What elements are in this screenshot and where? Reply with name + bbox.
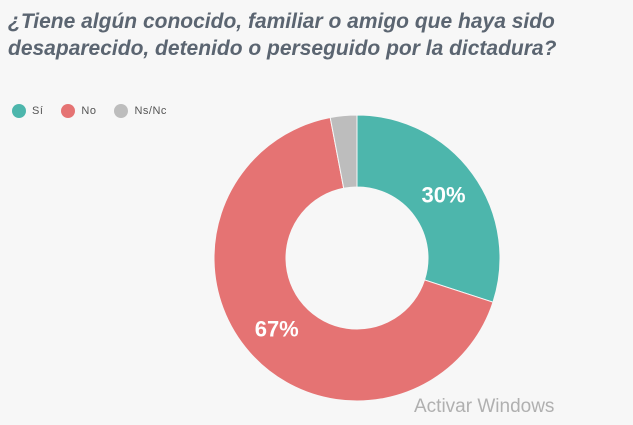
legend-swatch-ns-nc	[114, 104, 129, 118]
chart-legend: Sí No Ns/Nc	[12, 104, 167, 118]
data-label-si: 30%	[422, 183, 466, 208]
legend-swatch-si	[12, 104, 26, 118]
legend-label-si: Sí	[32, 105, 44, 117]
chart-title: ¿Tiene algún conocido, familiar o amigo …	[8, 10, 557, 60]
donut-slice-si[interactable]	[356, 114, 501, 303]
data-label-no: 67%	[255, 316, 299, 341]
activation-watermark: Activar Windows	[414, 396, 555, 417]
legend-item-no[interactable]: No	[61, 104, 96, 118]
donut-slice-no[interactable]	[213, 116, 494, 402]
legend-label-no: No	[81, 105, 97, 117]
legend-item-si[interactable]: Sí	[12, 104, 43, 118]
legend-label-ns-nc: Ns/Nc	[134, 105, 167, 117]
legend-item-ns-nc[interactable]: Ns/Nc	[114, 104, 166, 118]
legend-swatch-no	[61, 104, 76, 118]
donut-slice-ns-nc[interactable]	[329, 114, 358, 189]
